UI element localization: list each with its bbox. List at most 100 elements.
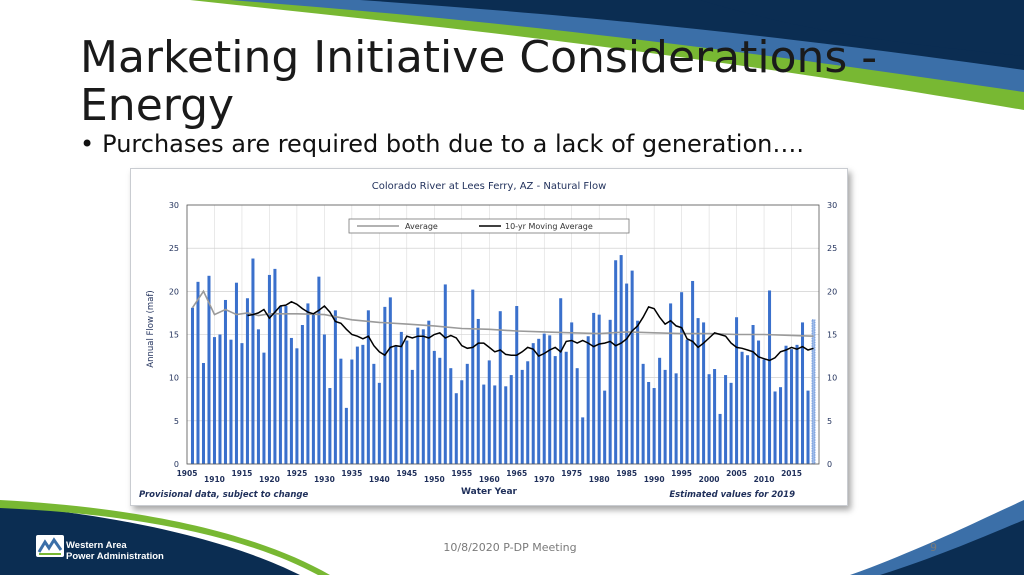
flow-bar — [707, 374, 711, 464]
x-tick-label: 1990 — [644, 475, 665, 484]
flow-bar — [427, 320, 431, 464]
flow-bar — [476, 318, 480, 464]
flow-bar — [740, 351, 744, 464]
flow-bar — [196, 281, 200, 464]
flow-bar — [432, 350, 436, 464]
flow-bar — [482, 384, 486, 464]
flow-bar — [790, 349, 794, 464]
y-tick-label-left: 30 — [169, 201, 179, 210]
top-navy-corner — [700, 0, 1024, 56]
moving-average-line — [247, 300, 814, 362]
flow-bar — [498, 311, 502, 464]
flow-bar — [383, 306, 387, 464]
flow-bar — [520, 369, 524, 464]
flow-bar — [355, 346, 359, 464]
flow-bar — [636, 320, 640, 464]
flow-bar — [625, 283, 629, 464]
bullet-dot: • — [80, 130, 95, 158]
x-tick-label: 1995 — [671, 469, 692, 478]
flow-bar — [691, 280, 695, 464]
y-tick-label-left: 5 — [174, 417, 179, 426]
flow-bar — [339, 358, 343, 464]
flow-chart: Colorado River at Lees Ferry, AZ - Natur… — [139, 181, 837, 500]
flow-bar — [509, 375, 513, 464]
flow-bar — [207, 275, 211, 464]
x-tick-label: 1945 — [396, 469, 417, 478]
flow-bar — [570, 322, 574, 464]
flow-bar — [218, 334, 222, 464]
x-tick-label: 2000 — [699, 475, 720, 484]
flow-bar — [806, 390, 810, 464]
flow-bar — [757, 340, 761, 464]
flow-bar — [394, 346, 398, 464]
flow-bar — [559, 298, 563, 464]
legend-average-label: Average — [405, 222, 438, 231]
x-tick-label: 1925 — [286, 469, 307, 478]
x-tick-label: 1930 — [314, 475, 335, 484]
logo-line-2: Power Administration — [66, 551, 164, 562]
average-line — [191, 289, 814, 337]
flow-bar — [537, 338, 541, 464]
x-tick-label: 1975 — [561, 469, 582, 478]
plot-area-border — [186, 204, 820, 465]
flow-bar — [493, 385, 497, 464]
wapa-logo-text: Western Area Power Administration — [66, 540, 164, 562]
line-series — [191, 289, 814, 362]
flow-bar — [405, 340, 409, 464]
legend-moving-average-label: 10-yr Moving Average — [505, 222, 593, 231]
flow-bar — [333, 310, 337, 464]
flow-bar — [724, 375, 728, 464]
flow-bar — [669, 303, 673, 464]
flow-bar — [751, 325, 755, 464]
flow-bar — [317, 276, 321, 464]
flow-bar — [801, 322, 805, 464]
y-tick-label-right: 10 — [827, 374, 837, 383]
slide-title: Marketing Initiative Considerations - En… — [80, 32, 878, 131]
flow-bar — [295, 348, 299, 464]
flow-bar — [658, 357, 662, 464]
y-tick-label-left: 10 — [169, 374, 179, 383]
flow-bar — [718, 413, 722, 464]
y-tick-label-right: 0 — [827, 460, 832, 469]
x-tick-label: 1935 — [341, 469, 362, 478]
y-tick-label-right: 30 — [827, 201, 837, 210]
x-tick-label: 1960 — [479, 475, 500, 484]
y-axis-label: Annual Flow (maf) — [146, 290, 156, 367]
logo-line-1: Western Area — [66, 540, 127, 551]
flow-bar — [465, 363, 469, 464]
flow-bar — [729, 382, 733, 464]
y-tick-label-left: 20 — [169, 287, 179, 296]
flow-bar — [663, 369, 667, 464]
y-tick-label-left: 0 — [174, 460, 179, 469]
flow-bar — [240, 343, 244, 464]
flow-bar — [526, 361, 530, 464]
wapa-logo-icon — [36, 535, 64, 557]
flow-bar — [647, 381, 651, 464]
y-tick-label-right: 25 — [827, 244, 837, 253]
flow-bar — [762, 359, 766, 464]
flow-bar — [685, 339, 689, 464]
x-tick-label: 1970 — [534, 475, 555, 484]
chart-title: Colorado River at Lees Ferry, AZ - Natur… — [372, 181, 607, 192]
y-tick-label-right: 15 — [827, 331, 837, 340]
flow-bar — [487, 360, 491, 464]
flow-bar — [795, 344, 799, 464]
x-axis-label: Water Year — [461, 487, 518, 497]
x-tick-label: 1955 — [451, 469, 472, 478]
y-tick-label-left: 15 — [169, 331, 179, 340]
flow-bar — [454, 393, 458, 464]
flow-bar — [586, 336, 590, 464]
flow-bar — [581, 417, 585, 464]
x-tick-label: 2010 — [754, 475, 775, 484]
flow-bar — [311, 314, 315, 464]
flow-bar — [267, 274, 271, 464]
x-tick-label: 1965 — [506, 469, 527, 478]
flow-bar — [696, 318, 700, 464]
x-tick-label: 1905 — [177, 469, 198, 478]
bullet-item: • Purchases are required both due to a la… — [80, 130, 804, 158]
x-tick-label: 1920 — [259, 475, 280, 484]
flow-bar — [608, 319, 612, 464]
bullet-text: Purchases are required both due to a lac… — [102, 130, 804, 158]
flow-bar — [212, 337, 216, 464]
